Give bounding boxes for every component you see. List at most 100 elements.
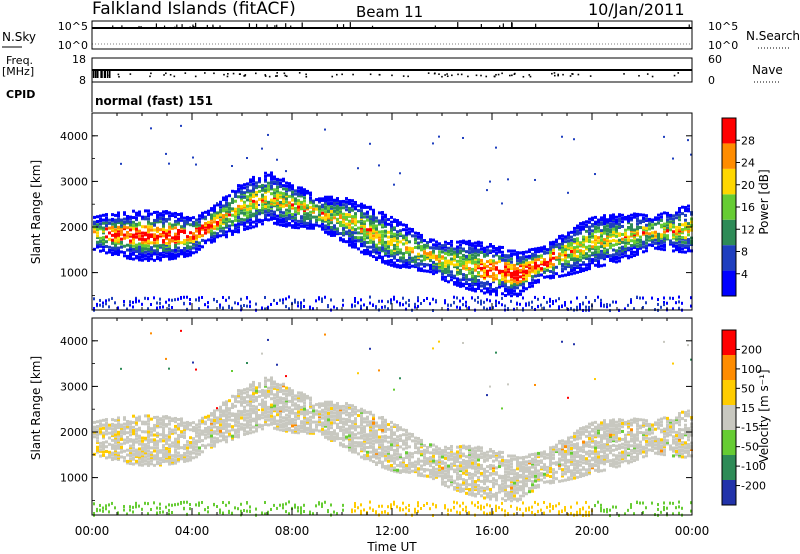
power-cell — [255, 222, 258, 226]
power-cell — [135, 256, 138, 260]
power-cell — [510, 286, 513, 290]
power-cell — [201, 234, 204, 238]
power-cell — [210, 223, 213, 227]
power-cell — [597, 245, 600, 249]
velocity-cell — [96, 431, 99, 435]
power-cell — [507, 292, 510, 296]
power-cell — [465, 266, 468, 270]
velocity-cell — [138, 442, 141, 446]
velocity-cell — [282, 425, 285, 429]
power-cell — [381, 234, 384, 238]
power-cell — [141, 237, 144, 241]
freq-early-mark — [106, 70, 109, 78]
power-cell — [231, 208, 234, 212]
power-ground-cell — [678, 300, 680, 304]
velocity-cell — [309, 396, 312, 400]
power-cell — [402, 237, 405, 241]
velocity-cell — [222, 423, 225, 427]
power-cell — [441, 264, 444, 268]
power-cell — [303, 205, 306, 209]
power-cell — [597, 263, 600, 267]
power-ground-cell — [144, 296, 146, 300]
power-cell — [297, 186, 300, 190]
power-cell — [99, 240, 102, 244]
power-cell — [570, 242, 573, 246]
power-cell — [285, 189, 288, 193]
velocity-cell — [249, 399, 252, 403]
power-cell — [609, 215, 612, 219]
power-cell — [324, 224, 327, 228]
power-cell — [435, 257, 438, 261]
velocity-cell — [126, 431, 129, 435]
velocity-sparse-cell — [258, 408, 260, 411]
power-cell — [570, 256, 573, 260]
velocity-cell — [261, 401, 264, 405]
power-cell — [360, 209, 363, 213]
power-cell — [240, 192, 243, 196]
power-cell — [534, 271, 537, 275]
power-cell — [480, 268, 483, 272]
power-cell — [210, 208, 213, 212]
power-ground-cell — [393, 295, 395, 299]
power-cell — [228, 213, 231, 217]
nave-point — [223, 73, 225, 76]
power-ground-cell — [285, 305, 287, 309]
power-cell — [147, 222, 150, 226]
power-cell — [384, 234, 387, 238]
power-ground-cell — [228, 304, 230, 308]
nave-point — [283, 72, 286, 75]
velocity-cell — [273, 386, 276, 390]
power-cell — [105, 221, 108, 225]
power-ground-cell — [594, 299, 596, 303]
velocity-cell — [123, 416, 126, 420]
velocity-cell — [255, 424, 258, 428]
power-cell — [594, 254, 597, 258]
power-cell — [249, 189, 252, 193]
cpid-label: CPID — [6, 88, 35, 101]
power-ground-cell — [105, 302, 107, 306]
power-cell — [462, 247, 465, 251]
velocity-cell — [252, 384, 255, 388]
power-cell — [294, 218, 297, 222]
power-cell — [567, 241, 570, 245]
power-ground-cell — [360, 307, 362, 311]
power-ground-cell — [177, 297, 179, 301]
power-ground-cell — [489, 299, 491, 303]
velocity-cell — [252, 380, 255, 384]
power-cell — [231, 223, 234, 227]
power-sparse-cell — [231, 165, 233, 168]
power-cell — [510, 260, 513, 264]
power-cell — [240, 197, 243, 201]
power-cell — [306, 226, 309, 230]
velocity-cell — [174, 420, 177, 424]
velocity-cell — [297, 428, 300, 432]
velocity-cell — [153, 443, 156, 447]
velocity-cell — [147, 422, 150, 426]
power-ground-cell — [273, 298, 275, 302]
velocity-cell — [150, 457, 153, 461]
power-ground-cell — [585, 305, 587, 309]
velocity-cell — [294, 402, 297, 406]
power-cell — [237, 228, 240, 232]
power-cell — [441, 255, 444, 259]
velocity-cell — [273, 380, 276, 384]
power-ground-cell — [213, 298, 215, 302]
velocity-cell — [198, 440, 201, 444]
velocity-sparse-cell — [120, 367, 122, 370]
power-cell — [372, 242, 375, 246]
nave-point — [475, 74, 478, 77]
power-cell — [282, 179, 285, 183]
power-cell — [135, 254, 138, 258]
power-cell — [636, 212, 639, 216]
power-cell — [300, 200, 303, 204]
power-cell — [189, 251, 192, 255]
power-cell — [633, 239, 636, 243]
power-cell — [675, 237, 678, 241]
velocity-cell — [297, 405, 300, 409]
power-ground-cell — [528, 303, 530, 307]
power-cell — [525, 272, 528, 276]
power-cell — [390, 238, 393, 242]
velocity-cell — [204, 430, 207, 434]
velocity-cell — [306, 417, 309, 421]
power-cell — [582, 262, 585, 266]
